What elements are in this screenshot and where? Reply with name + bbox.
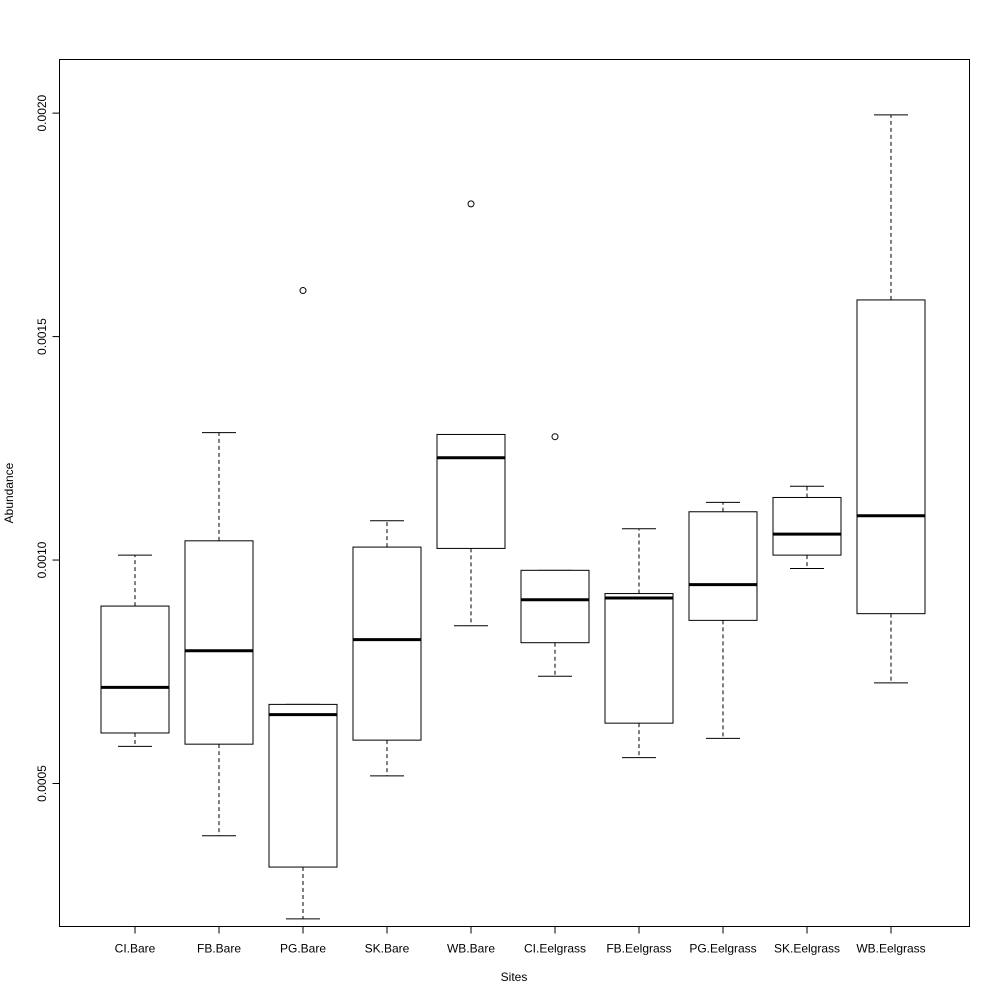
y-tick-label: 0.0020 <box>35 94 49 131</box>
box-SK.Eelgrass <box>772 485 842 570</box>
box-iqr <box>604 593 674 724</box>
box-SK.Bare <box>352 520 422 777</box>
box-PG.Eelgrass <box>688 501 758 739</box>
x-axis-title: Sites <box>501 970 528 984</box>
x-tick-label: FB.Bare <box>197 942 241 956</box>
x-tick-label: CI.Eelgrass <box>524 942 586 956</box>
box-iqr <box>688 511 758 621</box>
box-iqr <box>520 569 590 644</box>
y-tick-label: 0.0010 <box>35 541 49 578</box>
box-WB.Eelgrass <box>856 114 926 684</box>
box-iqr <box>436 433 506 549</box>
box-iqr <box>352 546 422 741</box>
plot-frame <box>59 59 970 927</box>
x-tick-label: WB.Eelgrass <box>856 942 925 956</box>
x-tick-label: SK.Eelgrass <box>774 942 840 956</box>
y-tick-label: 0.0005 <box>35 765 49 802</box>
x-tick-label: CI.Bare <box>115 942 156 956</box>
box-WB.Bare <box>436 200 506 627</box>
outlier-point <box>299 287 307 295</box>
box-iqr <box>772 496 842 556</box>
box-CI.Eelgrass <box>520 433 590 677</box>
boxes-layer <box>100 114 926 920</box>
x-tick-label: PG.Eelgrass <box>689 942 756 956</box>
box-iqr <box>268 703 338 868</box>
box-CI.Bare <box>100 554 170 747</box>
box-PG.Bare <box>268 287 338 920</box>
outlier-point <box>467 200 475 208</box>
outlier-point <box>551 433 559 441</box>
box-iqr <box>856 299 926 615</box>
x-tick-label: FB.Eelgrass <box>606 942 671 956</box>
y-axis-title: Abundance <box>2 462 16 523</box>
x-tick-label: WB.Bare <box>447 942 495 956</box>
y-axis: 0.0005 0.0010 0.0015 0.0020 <box>35 94 60 802</box>
box-iqr <box>100 605 170 734</box>
x-tick-label: SK.Bare <box>365 942 410 956</box>
y-tick-label: 0.0015 <box>35 318 49 355</box>
box-FB.Eelgrass <box>604 528 674 759</box>
x-axis: CI.Bare FB.Bare PG.Bare SK.Bare WB.Bare CI.Ee… <box>115 926 926 956</box>
x-tick-label: PG.Bare <box>280 942 326 956</box>
box-iqr <box>184 540 254 745</box>
box-FB.Bare <box>184 432 254 837</box>
